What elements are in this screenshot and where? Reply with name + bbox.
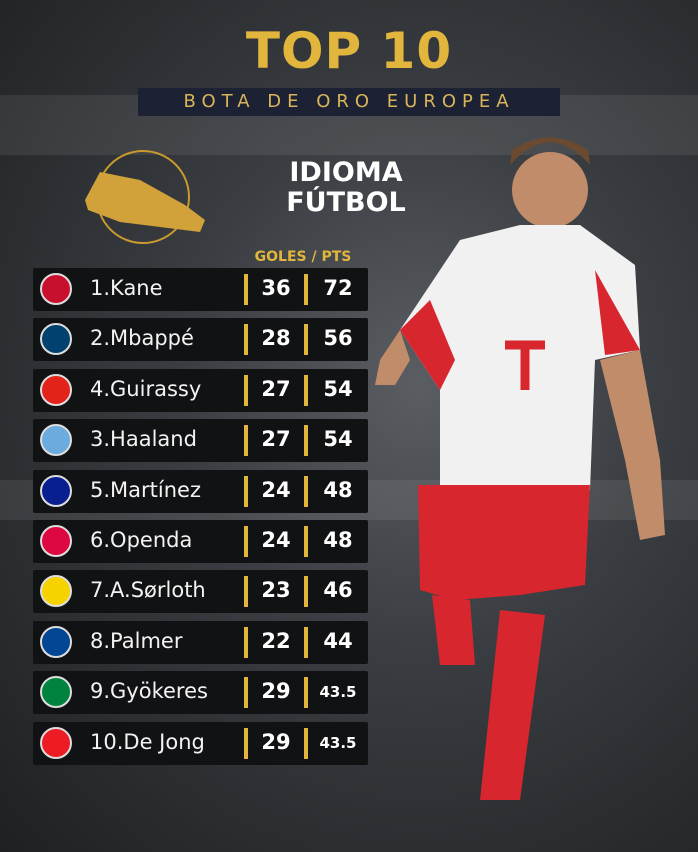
- club-badge: [40, 323, 72, 356]
- club-badge: [40, 525, 72, 557]
- separator: [304, 677, 308, 709]
- column-header: GOLES / PTS: [254, 249, 352, 265]
- separator: [304, 526, 308, 557]
- club-badge: [40, 726, 72, 759]
- player: [375, 137, 665, 800]
- golden-boot: [85, 172, 205, 232]
- points: 54: [323, 376, 353, 401]
- goals: 22: [261, 628, 291, 653]
- separator: [244, 324, 248, 356]
- player-name: 2.Mbappé: [90, 326, 194, 351]
- separator: [304, 576, 308, 608]
- club-badge: [40, 474, 72, 507]
- points: 48: [323, 528, 353, 552]
- player-name: 10.De Jong: [90, 729, 205, 754]
- player-name: 4.Guirassy: [90, 376, 202, 401]
- separator: [244, 425, 248, 457]
- club-badge: [40, 625, 72, 658]
- separator: [244, 626, 248, 658]
- table-row: 6.Openda 24 48: [33, 520, 368, 563]
- brand-logo: IDIOMA FÚTBOL: [262, 158, 430, 218]
- player-name: 3.Haaland: [90, 427, 197, 452]
- club-badge: [40, 273, 72, 305]
- table-row: 1.Kane 36 72: [33, 268, 368, 311]
- table-row: 5.Martínez 24 48: [33, 469, 368, 513]
- table-row: 9.Gyökeres 29 43.5: [33, 671, 368, 715]
- club-badge: [40, 676, 72, 709]
- goals: 23: [261, 578, 291, 603]
- player-name: 1.Kane: [90, 276, 163, 300]
- separator: [304, 274, 308, 305]
- goals: 28: [261, 326, 291, 351]
- club-badge: [40, 575, 72, 608]
- points: 43.5: [319, 683, 357, 702]
- separator: [304, 626, 308, 658]
- player-name: 8.Palmer: [90, 628, 183, 653]
- title: TOP 10: [245, 22, 453, 80]
- points: 46: [323, 578, 353, 603]
- goals: 29: [261, 729, 291, 754]
- club-badge: [40, 424, 72, 457]
- goals: 24: [261, 477, 291, 502]
- points: 56: [323, 326, 353, 351]
- separator: [304, 425, 308, 457]
- separator: [244, 576, 248, 608]
- separator: [244, 475, 248, 507]
- brand-line: IDIOMA: [289, 157, 403, 188]
- goals: 36: [261, 276, 291, 300]
- player-name: 7.A.Sørloth: [90, 578, 206, 603]
- goals: 27: [261, 376, 291, 401]
- table-row: 3.Haaland 27 54: [33, 419, 368, 463]
- separator: [304, 475, 308, 507]
- subtitle: BOTA DE ORO EUROPEA: [138, 88, 560, 116]
- separator: [244, 374, 248, 406]
- points: 43.5: [319, 733, 357, 752]
- separator: [304, 374, 308, 406]
- goals: 29: [261, 679, 291, 704]
- points: 54: [323, 427, 353, 452]
- separator: [304, 324, 308, 356]
- player-name: 5.Martínez: [90, 477, 201, 502]
- separator: [304, 727, 308, 759]
- player-name: 9.Gyökeres: [90, 679, 208, 704]
- points: 44: [323, 628, 353, 653]
- table-row: 7.A.Sørloth 23 46: [33, 570, 368, 614]
- goals: 27: [261, 427, 291, 452]
- player-name: 6.Openda: [90, 528, 193, 552]
- points: 72: [323, 276, 353, 300]
- brand-line: FÚTBOL: [286, 187, 406, 218]
- table-row: 2.Mbappé 28 56: [33, 318, 368, 362]
- separator: [244, 526, 248, 557]
- points: 48: [323, 477, 353, 502]
- club-badge: [40, 373, 72, 406]
- goals: 24: [261, 528, 291, 552]
- separator: [244, 677, 248, 709]
- table-row: 4.Guirassy 27 54: [33, 368, 368, 412]
- table-row: 10.De Jong 29 43.5: [33, 721, 368, 765]
- table-row: 8.Palmer 22 44: [33, 620, 368, 664]
- separator: [244, 274, 248, 305]
- separator: [244, 727, 248, 759]
